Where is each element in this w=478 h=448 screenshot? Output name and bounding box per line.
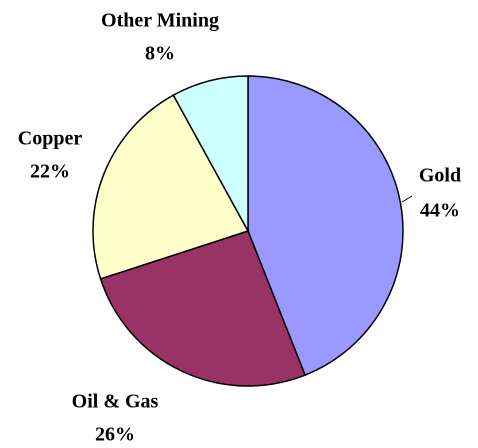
leader-line — [401, 195, 413, 203]
pie-slice — [247, 75, 404, 377]
slice-category-label: Oil & Gas — [72, 391, 159, 413]
slice-category-label: Gold — [419, 165, 461, 187]
slice-category-label: Other Mining — [101, 10, 219, 32]
pie-slice — [99, 230, 307, 387]
slice-value-label: 44% — [420, 200, 460, 222]
slice-value-label: 22% — [30, 161, 70, 183]
slice-category-label: Copper — [18, 128, 83, 150]
slice-value-label: 26% — [95, 424, 135, 446]
slice-value-label: 8% — [145, 43, 175, 65]
pie-slice — [172, 75, 249, 232]
pie-slice — [92, 94, 250, 280]
